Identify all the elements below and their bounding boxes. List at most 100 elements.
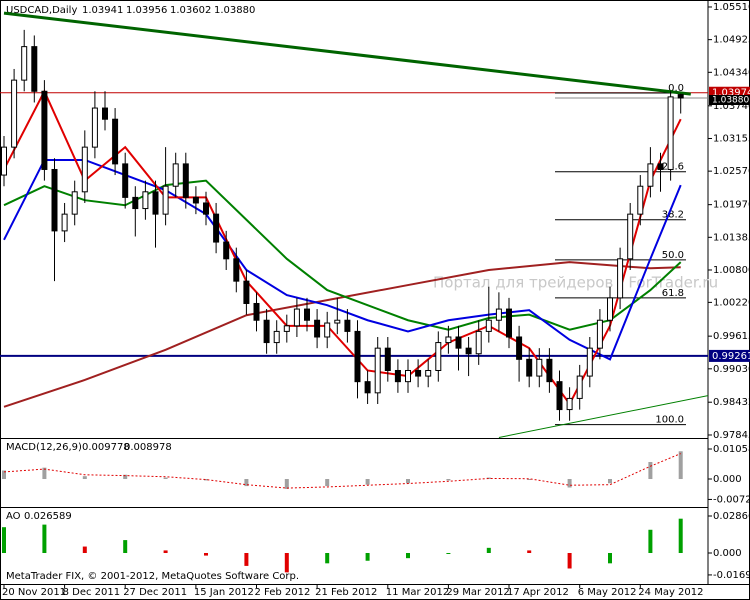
histogram-bar: [244, 553, 249, 566]
candle-body: [415, 369, 422, 377]
x-tick-label: 21 Feb 2012: [315, 587, 377, 598]
candle-body: [51, 168, 58, 232]
histogram-bar: [123, 474, 128, 480]
histogram-bar: [82, 476, 87, 480]
candle-body: [243, 280, 250, 304]
candle-body: [556, 381, 563, 411]
candle-body: [607, 297, 613, 321]
y-tick-label: 1.03155: [713, 133, 750, 144]
y-tick-label: 1.01970: [713, 200, 750, 211]
indicator-title: AO: [6, 511, 21, 522]
histogram-bar: [648, 529, 653, 554]
x-tick-label: 2 Feb 2012: [255, 587, 311, 598]
price-label: 1.03974: [712, 88, 750, 99]
fib-label: 50.0: [662, 250, 684, 261]
histogram-bar: [325, 553, 330, 564]
moving-average: [3, 179, 682, 331]
histogram-bar: [2, 470, 6, 480]
candle-body: [334, 319, 341, 324]
candle-body: [667, 96, 674, 170]
candle-body: [213, 213, 220, 243]
y-tick-label: 0.010588: [713, 444, 750, 455]
watermark: Портал для трейдеров - ForTrader.ru: [433, 274, 718, 292]
indicator-value: 0.009778: [82, 442, 130, 453]
histogram-bar: [406, 479, 410, 484]
candle-body: [112, 118, 119, 165]
candle-body: [81, 146, 88, 193]
candle-body: [41, 90, 48, 170]
histogram-bar: [527, 479, 532, 481]
candle-body: [182, 163, 189, 198]
price-label: 1.03880: [712, 95, 749, 105]
y-tick-label: 1.00800: [713, 265, 750, 276]
histogram-bar: [284, 553, 289, 573]
histogram-bar: [284, 479, 289, 489]
candle-body: [435, 342, 442, 371]
candle-body: [394, 369, 401, 383]
y-tick-label: 0.028664: [713, 511, 750, 522]
histogram-bar: [365, 479, 370, 485]
x-tick-label: 29 Mar 2012: [446, 587, 509, 598]
histogram-bar: [406, 553, 410, 559]
indicator-value: 0.026589: [24, 511, 72, 522]
candle-body: [374, 347, 381, 394]
candle-body: [566, 397, 573, 411]
y-tick-label: 0.98432: [713, 397, 750, 408]
histogram-bar: [82, 546, 87, 554]
x-tick-label: 20 Nov 2011: [2, 587, 66, 598]
candle-body: [223, 241, 230, 260]
ohlc-value: 1.03941: [82, 5, 123, 16]
candle-body: [455, 336, 462, 349]
y-tick-label: 1.04340: [713, 67, 750, 78]
candle-body: [536, 358, 543, 377]
y-tick-label: 0.99615: [713, 331, 750, 342]
y-tick-label: 0.000: [713, 474, 742, 485]
histogram-bar: [123, 540, 128, 554]
moving-average: [3, 261, 681, 408]
candle-body: [364, 381, 371, 394]
indicator-value: 0.008978: [124, 442, 172, 453]
histogram-bar: [42, 467, 47, 480]
candle-body: [142, 191, 149, 210]
price-label-box: [709, 94, 750, 105]
candle-body: [102, 107, 108, 120]
candle-body: [293, 308, 300, 327]
candle-body: [647, 163, 654, 187]
moving-average: [3, 89, 682, 406]
candle-body: [122, 163, 129, 198]
fib-label: 100.0: [655, 415, 684, 426]
y-tick-label: 0.97845: [713, 430, 750, 441]
histogram-bar: [608, 479, 612, 484]
ohlc-value: 1.03956: [126, 5, 167, 16]
candle-body: [273, 330, 280, 344]
x-tick-label: 17 Apr 2012: [507, 587, 569, 598]
candle-body: [314, 319, 321, 338]
candle-body: [546, 358, 553, 383]
candle-body: [617, 258, 624, 299]
candle-body: [324, 322, 331, 338]
candle-body: [31, 46, 38, 92]
candle-body: [263, 319, 270, 344]
candle-body: [233, 258, 240, 282]
fib-label: 61.8: [662, 288, 684, 299]
histogram-bar: [244, 479, 249, 487]
candle-body: [445, 336, 452, 344]
candle-body: [405, 369, 411, 383]
x-tick-label: 8 Dec 2011: [63, 587, 121, 598]
candle-body: [495, 308, 502, 321]
price-label: 0.99261: [712, 351, 750, 362]
candle-body: [576, 375, 583, 399]
candle-body: [425, 369, 432, 377]
candle-body: [637, 185, 644, 215]
histogram-bar: [527, 550, 532, 554]
y-tick-label: 0.000: [713, 548, 742, 559]
fib-label: 38.2: [662, 210, 684, 221]
histogram-bar: [678, 518, 683, 554]
candle-body: [506, 308, 512, 338]
candle-body: [253, 302, 260, 321]
y-tick-label: 1.01385: [713, 232, 750, 243]
